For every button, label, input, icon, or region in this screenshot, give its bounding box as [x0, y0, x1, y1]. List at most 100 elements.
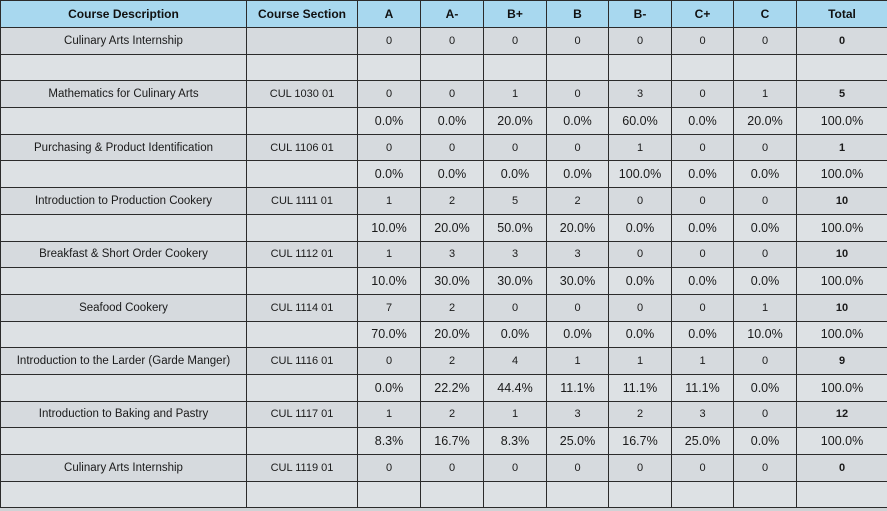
grade-percentage: 100.0%	[608, 160, 672, 189]
column-header: Total	[796, 0, 887, 28]
course-section: CUL 1111 01	[246, 187, 358, 215]
grade-percentage: 0.0%	[733, 267, 797, 295]
empty-cell	[246, 373, 358, 402]
grade-percentage: 10.0%	[357, 213, 421, 242]
grade-count: 0	[546, 133, 609, 162]
grade-count: 0	[483, 293, 547, 322]
grade-count: 0	[608, 454, 672, 482]
grade-percentage: 0.0%	[546, 107, 609, 135]
course-section: CUL 1116 01	[246, 347, 358, 375]
empty-cell	[0, 53, 247, 82]
grade-count: 0	[733, 454, 797, 482]
grade-count: 3	[608, 80, 672, 109]
grade-count: 0	[546, 293, 609, 322]
row-total: 5	[796, 80, 887, 109]
grade-count: 3	[420, 240, 484, 269]
grade-percentage: 30.0%	[483, 267, 547, 295]
grade-percentage: 70.0%	[357, 320, 421, 349]
grade-percentage: 16.7%	[608, 427, 672, 455]
grade-count: 0	[733, 400, 797, 429]
course-section: CUL 1030 01	[246, 80, 358, 109]
grade-count: 1	[733, 80, 797, 109]
grade-percentage	[420, 480, 484, 509]
empty-cell	[0, 320, 247, 349]
course-section	[246, 27, 358, 55]
grade-count: 1	[357, 240, 421, 269]
percentage-row: 70.0% 20.0% 0.0% 0.0% 0.0% 0.0% 10.0% 100.0%	[0, 320, 887, 349]
grade-percentage: 10.0%	[733, 320, 797, 349]
column-header: B-	[608, 0, 672, 28]
grade-count: 2	[420, 293, 484, 322]
grade-count: 1	[546, 347, 609, 375]
header-row: Course Description Course Section A A- B…	[0, 0, 887, 28]
percentage-row: 0.0% 22.2% 44.4% 11.1% 11.1% 11.1% 0.0% 100.0%	[0, 373, 887, 402]
grade-percentage	[420, 53, 484, 82]
course-row: Culinary Arts Internship CUL 1119 01 0 0 0 0 0…	[0, 454, 887, 482]
grade-count: 0	[608, 240, 672, 269]
grade-percentage	[608, 53, 672, 82]
grade-percentage	[733, 53, 797, 82]
course-description: Culinary Arts Internship	[0, 454, 247, 482]
grade-percentage: 0.0%	[733, 213, 797, 242]
grade-count: 0	[671, 133, 734, 162]
column-header: Course Section	[246, 0, 358, 28]
grade-percentage: 60.0%	[608, 107, 672, 135]
empty-cell	[0, 160, 247, 189]
course-section: CUL 1117 01	[246, 400, 358, 429]
empty-cell	[0, 373, 247, 402]
grade-count: 0	[420, 133, 484, 162]
grade-count: 2	[546, 187, 609, 215]
grade-percentage	[483, 480, 547, 509]
course-description: Introduction to Baking and Pastry	[0, 400, 247, 429]
percentage-row: 0.0% 0.0% 0.0% 0.0% 100.0% 0.0% 0.0% 100.0%	[0, 160, 887, 189]
grade-count: 0	[671, 80, 734, 109]
empty-cell	[246, 480, 358, 509]
course-row: Culinary Arts Internship 0 0 0 0 0 0 0 0	[0, 27, 887, 55]
empty-cell	[246, 320, 358, 349]
grade-percentage: 20.0%	[420, 213, 484, 242]
grade-count: 0	[483, 27, 547, 55]
table-body: Culinary Arts Internship 0 0 0 0 0 0 0 0 Mathemat…	[0, 27, 887, 509]
grade-percentage: 0.0%	[483, 160, 547, 189]
grade-count: 1	[483, 400, 547, 429]
course-section: CUL 1112 01	[246, 240, 358, 269]
grade-percentage	[671, 480, 734, 509]
total-percentage: 100.0%	[796, 160, 887, 189]
grade-percentage: 0.0%	[420, 160, 484, 189]
grade-count: 0	[546, 80, 609, 109]
grade-count: 0	[671, 240, 734, 269]
empty-cell	[246, 427, 358, 455]
course-row: Purchasing & Product Identification CUL 1…	[0, 133, 887, 162]
grade-percentage: 20.0%	[420, 320, 484, 349]
grade-count: 7	[357, 293, 421, 322]
grade-count: 0	[733, 347, 797, 375]
grade-percentage: 0.0%	[357, 373, 421, 402]
grade-count: 2	[608, 400, 672, 429]
grade-percentage: 0.0%	[733, 160, 797, 189]
grade-count: 0	[357, 27, 421, 55]
percentage-row	[0, 53, 887, 82]
grade-percentage: 10.0%	[357, 267, 421, 295]
grade-percentage	[733, 480, 797, 509]
grade-count: 0	[671, 293, 734, 322]
course-row: Introduction to Production Cookery CUL 11…	[0, 187, 887, 215]
total-percentage: 100.0%	[796, 373, 887, 402]
grade-percentage: 0.0%	[671, 213, 734, 242]
grade-count: 0	[671, 454, 734, 482]
empty-cell	[0, 480, 247, 509]
grade-percentage: 8.3%	[483, 427, 547, 455]
grade-count: 0	[608, 187, 672, 215]
course-section: CUL 1119 01	[246, 454, 358, 482]
grade-count: 0	[357, 133, 421, 162]
grade-percentage: 0.0%	[608, 267, 672, 295]
percentage-row: 10.0% 30.0% 30.0% 30.0% 0.0% 0.0% 0.0% 100.0%	[0, 267, 887, 295]
course-section: CUL 1114 01	[246, 293, 358, 322]
course-row: Seafood Cookery CUL 1114 01 7 2 0 0 0 0 1 10	[0, 293, 887, 322]
course-description: Breakfast & Short Order Cookery	[0, 240, 247, 269]
grade-count: 0	[483, 454, 547, 482]
grade-percentage: 0.0%	[671, 267, 734, 295]
grade-count: 0	[733, 27, 797, 55]
row-total: 10	[796, 240, 887, 269]
grade-percentage: 0.0%	[357, 160, 421, 189]
grade-count: 1	[671, 347, 734, 375]
